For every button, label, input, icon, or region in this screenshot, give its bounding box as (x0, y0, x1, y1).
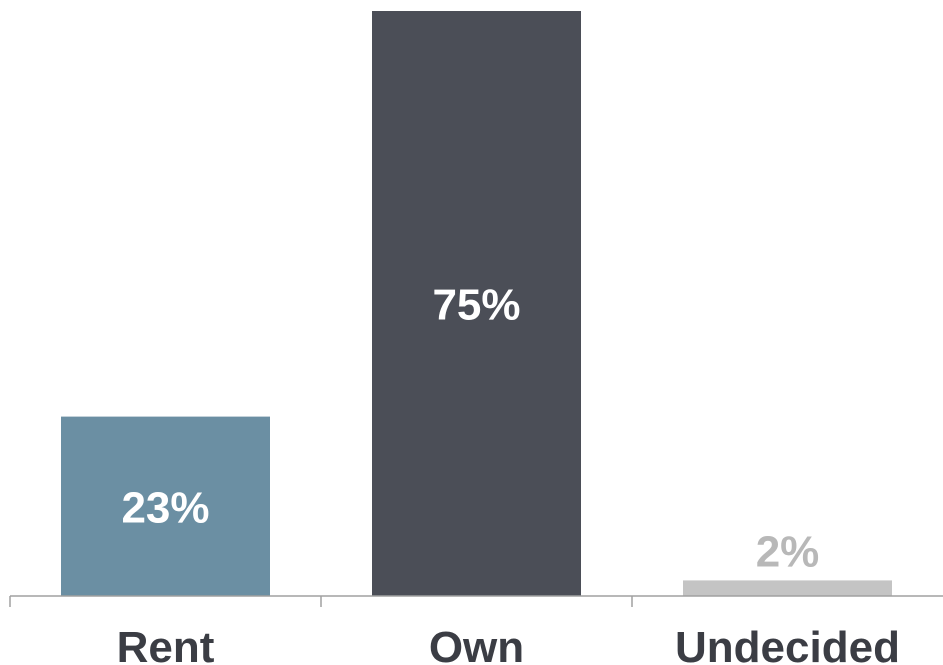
x-tick-label-own: Own (429, 623, 524, 665)
data-label-rent: 23% (121, 483, 209, 532)
bar-rent (61, 416, 270, 596)
x-tick-label-rent: Rent (117, 623, 215, 665)
data-label-own: 75% (432, 281, 520, 330)
x-tick-label-undecided: Undecided (675, 623, 900, 665)
data-label-undecided: 2% (756, 527, 820, 576)
bar-own (372, 11, 581, 596)
bar-undecided (683, 580, 892, 596)
